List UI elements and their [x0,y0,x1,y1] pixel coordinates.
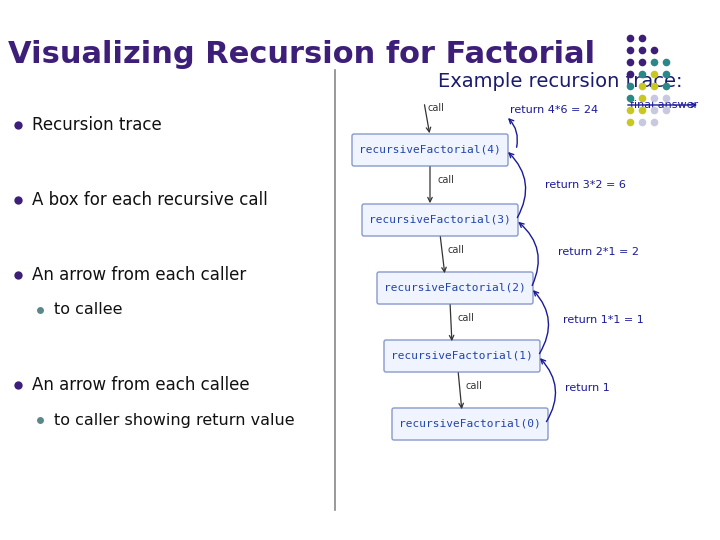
Text: to callee: to callee [54,302,122,318]
Text: return 2*1 = 2: return 2*1 = 2 [558,247,639,257]
Text: recursiveFactorial(3): recursiveFactorial(3) [369,215,511,225]
Text: recursiveFactorial(1): recursiveFactorial(1) [391,351,533,361]
Text: call: call [428,103,445,113]
Text: call: call [437,175,454,185]
Text: Recursion trace: Recursion trace [32,116,162,134]
Text: return 1: return 1 [565,383,610,393]
Text: return 3*2 = 6: return 3*2 = 6 [545,180,626,190]
Text: return 1*1 = 1: return 1*1 = 1 [563,315,644,325]
Text: An arrow from each callee: An arrow from each callee [32,376,250,394]
Text: call: call [465,381,482,391]
Text: An arrow from each caller: An arrow from each caller [32,266,246,284]
FancyBboxPatch shape [384,340,540,372]
FancyBboxPatch shape [392,408,548,440]
FancyBboxPatch shape [377,272,533,304]
FancyBboxPatch shape [362,204,518,236]
Text: recursiveFactorial(0): recursiveFactorial(0) [399,419,541,429]
Text: call: call [457,313,474,323]
FancyBboxPatch shape [352,134,508,166]
Text: Example recursion trace:: Example recursion trace: [438,72,683,91]
Text: call: call [447,245,464,255]
Text: final answer: final answer [630,100,698,110]
Text: to caller showing return value: to caller showing return value [54,413,294,428]
Text: recursiveFactorial(2): recursiveFactorial(2) [384,283,526,293]
Text: A box for each recursive call: A box for each recursive call [32,191,268,209]
Text: Visualizing Recursion for Factorial: Visualizing Recursion for Factorial [8,40,595,69]
Text: return 4*6 = 24: return 4*6 = 24 [510,105,598,115]
Text: recursiveFactorial(4): recursiveFactorial(4) [359,145,501,155]
